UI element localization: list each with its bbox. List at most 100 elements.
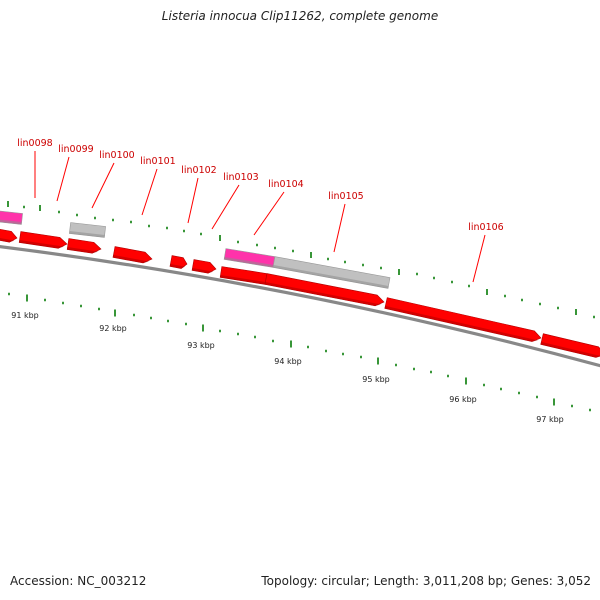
minor-tick [166,226,168,230]
scale-minor-tick [430,370,432,374]
minor-tick [593,315,595,319]
gene-label: lin0101 [140,156,175,167]
gene-label: lin0105 [328,191,363,202]
minor-tick [237,240,239,244]
gene-label: lin0098 [17,138,52,149]
minor-tick [380,266,382,270]
major-tick [310,252,312,258]
cds-feature [66,238,102,254]
scale-minor-tick [167,319,169,323]
cds-feature [18,231,68,249]
major-tick [219,235,221,241]
minor-tick [292,249,294,253]
gene-leader-line [472,234,486,283]
scale-label: 96 kbp [449,395,477,404]
scale-minor-tick [8,292,10,296]
minor-tick [468,284,470,288]
cds-feature [0,228,18,243]
minor-tick [148,224,150,228]
minor-tick [256,243,258,247]
scale-minor-tick [571,404,573,408]
cds-feature [169,255,188,269]
scale-minor-tick [360,355,362,359]
scale-minor-tick [44,298,46,302]
minor-tick [539,302,541,306]
genome-summary-text: Topology: circular; Length: 3,011,208 bp… [261,574,591,588]
major-tick [486,289,488,295]
scale-major-tick [202,324,204,332]
cds-feature [264,273,385,307]
scale-label: 97 kbp [536,415,564,424]
major-tick [39,205,41,211]
other-feature [69,222,106,238]
minor-tick [58,210,60,214]
genome-title: Listeria innocua Clip11262, complete gen… [161,9,439,23]
minor-tick [94,216,96,220]
scale-minor-tick [272,339,274,343]
scale-tick-track: 91 kbp 92 kbp 93 kbp 94 kbp 95 kbp 96 kbp 97 k… [8,292,591,424]
scale-minor-tick [150,316,152,320]
accession-text: Accession: NC_003212 [10,574,147,588]
minor-tick [362,263,364,267]
minor-tick [274,246,276,250]
minor-tick [416,272,418,276]
gene-leader-line [211,184,240,230]
gene-label: lin0099 [58,144,93,155]
minor-tick [327,257,329,261]
scale-minor-tick [219,329,221,333]
minor-tick [76,213,78,217]
scale-major-tick [553,398,555,406]
scale-label: 92 kbp [99,324,127,333]
minor-tick [451,280,453,284]
minor-tick [200,232,202,236]
cds-feature [191,259,217,274]
scale-minor-tick [447,374,449,378]
gene-label: lin0104 [268,179,303,190]
gene-leader-line [333,203,346,253]
scale-minor-tick [98,307,100,311]
major-tick [398,269,400,275]
scale-minor-tick [80,304,82,308]
scale-label: 93 kbp [187,341,215,350]
minor-tick [521,298,523,302]
minor-tick [183,229,185,233]
rna-feature [223,248,276,268]
minor-tick [433,276,435,280]
scale-minor-tick [518,391,520,395]
major-tick [575,309,577,315]
backbone-line [0,245,600,368]
minor-tick [23,205,25,209]
gene-leader-line [56,156,70,202]
gene-label: lin0106 [468,222,503,233]
scale-major-tick [26,294,28,302]
minor-tick [557,306,559,310]
scale-minor-tick [395,363,397,367]
gene-leader-line [91,162,115,209]
scale-minor-tick [413,367,415,371]
scale-label: 95 kbp [362,375,390,384]
scale-minor-tick [342,352,344,356]
scale-minor-tick [237,332,239,336]
other-feature [272,256,391,289]
cds-feature [112,246,153,264]
scale-minor-tick [589,408,591,412]
minor-tick [112,218,114,222]
scale-minor-tick [62,301,64,305]
major-tick [7,201,9,207]
scale-minor-tick [483,383,485,387]
scale-minor-tick [185,322,187,326]
scale-minor-tick [500,387,502,391]
minor-tick [344,260,346,264]
minor-tick [130,220,132,224]
gene-label-layer: lin0098 lin0099 lin0100 lin0101 lin0102 lin01… [17,138,504,283]
gene-label: lin0102 [181,165,216,176]
genome-backbone [0,245,600,368]
gene-label: lin0100 [99,150,134,161]
minor-tick [504,294,506,298]
scale-minor-tick [133,313,135,317]
cds-feature [384,297,542,342]
scale-minor-tick [307,345,309,349]
scale-major-tick [465,377,467,385]
